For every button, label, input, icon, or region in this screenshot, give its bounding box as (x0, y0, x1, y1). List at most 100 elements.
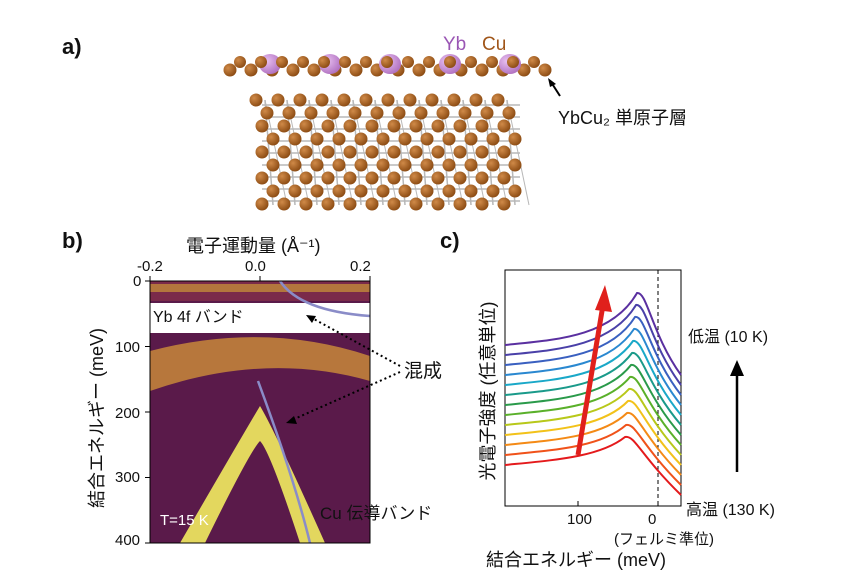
cu-atom (469, 93, 483, 107)
cu-atom (249, 93, 263, 107)
cu-atom (359, 93, 373, 107)
edc-curve (504, 387, 682, 456)
cu-atom (255, 171, 269, 185)
cu-atom (453, 171, 467, 185)
c-x-tick: 0 (648, 511, 657, 528)
cu-atom (370, 106, 384, 120)
cu-atom (365, 119, 379, 133)
fit-line-cu (256, 380, 312, 544)
edc-curve (504, 411, 682, 476)
cu-atom (431, 171, 445, 185)
cu-atom (475, 145, 489, 159)
crystal-structure (223, 54, 552, 211)
b-y-tick: 400 (115, 532, 141, 549)
cu-atom (486, 56, 498, 68)
cu-atom (507, 56, 519, 68)
cu-atom (299, 145, 313, 159)
cu-atom (480, 106, 494, 120)
cu-atom (442, 132, 456, 146)
cu-atom (326, 106, 340, 120)
panel-b-label: b) (62, 228, 83, 253)
cu-atom (321, 171, 335, 185)
cu-atom (332, 184, 346, 198)
edc-curve (504, 292, 682, 376)
edc-curve (504, 304, 682, 386)
cu-atom (277, 119, 291, 133)
cu-atom (332, 132, 346, 146)
cu-atom (266, 132, 280, 146)
cu-atom (475, 197, 489, 211)
mix-arrow-lower-head (286, 416, 297, 424)
cu-atom (475, 119, 489, 133)
cu-atom (297, 56, 309, 68)
cu-atom (387, 119, 401, 133)
temperature-arrowhead (730, 360, 744, 376)
edc-curve (504, 340, 682, 416)
cu-atom (486, 132, 500, 146)
temperature-label: T=15 K (160, 512, 209, 529)
yb4f-label: Yb 4f バンド (153, 309, 244, 326)
cu-band-label: Cu 伝導バンド (320, 504, 433, 523)
cu-atom (299, 197, 313, 211)
mix-label: 混成 (404, 361, 443, 382)
cu-atom (453, 145, 467, 159)
cu-atom (337, 93, 351, 107)
cu-atom (266, 158, 280, 172)
cu-atom (447, 93, 461, 107)
cu-atom (360, 56, 372, 68)
cu-atom (431, 145, 445, 159)
cu-atom (420, 158, 434, 172)
cu-atom (354, 158, 368, 172)
cu-atom (310, 132, 324, 146)
cu-atom (315, 93, 329, 107)
edc-curve (504, 328, 682, 406)
cu-atom (402, 56, 414, 68)
cu-atom (277, 171, 291, 185)
cu-atom (310, 158, 324, 172)
cu-atom (403, 93, 417, 107)
cu-conduction-band (180, 406, 325, 543)
edc-curve (504, 364, 682, 436)
cu-atom (412, 63, 426, 77)
cu-atom (223, 63, 237, 77)
cu-atom (349, 63, 363, 77)
cu-atom (497, 171, 511, 185)
cu-atom (486, 184, 500, 198)
edc-frame (504, 269, 682, 507)
cu-atom (321, 119, 335, 133)
cu-atom (299, 171, 313, 185)
cu-atom (307, 63, 321, 77)
c-x-axis-label: 結合エネルギー (meV) (486, 550, 666, 570)
cu-atom (234, 56, 246, 68)
b-x-axis-label: 電子運動量 (Å⁻¹) (186, 236, 321, 256)
b-y-tick: 100 (115, 339, 141, 356)
cu-atom (528, 56, 540, 68)
cu-atom (486, 158, 500, 172)
cu-atom (244, 63, 258, 77)
cu-atom (392, 106, 406, 120)
cu-atom (271, 93, 285, 107)
cu-atom (288, 158, 302, 172)
cu-atom (348, 106, 362, 120)
cu-atom (276, 56, 288, 68)
cu-atom (464, 132, 478, 146)
cu-atom (423, 56, 435, 68)
cu-atom (354, 132, 368, 146)
peak-shift-arrowhead (595, 285, 612, 312)
cu-atom (286, 63, 300, 77)
cu-atom (376, 184, 390, 198)
cu-atom (304, 106, 318, 120)
b-x-tick: -0.2 (137, 258, 163, 275)
edc-curve (504, 423, 682, 486)
cu-atom (354, 184, 368, 198)
yb4f-label-band (150, 303, 370, 333)
b-y-tick: 0 (133, 273, 142, 290)
cu-atom (436, 106, 450, 120)
cu-atom (442, 158, 456, 172)
cu-atom (465, 56, 477, 68)
peak-shift-arrow (575, 304, 606, 456)
cu-atom (453, 119, 467, 133)
cu-atom (409, 197, 423, 211)
